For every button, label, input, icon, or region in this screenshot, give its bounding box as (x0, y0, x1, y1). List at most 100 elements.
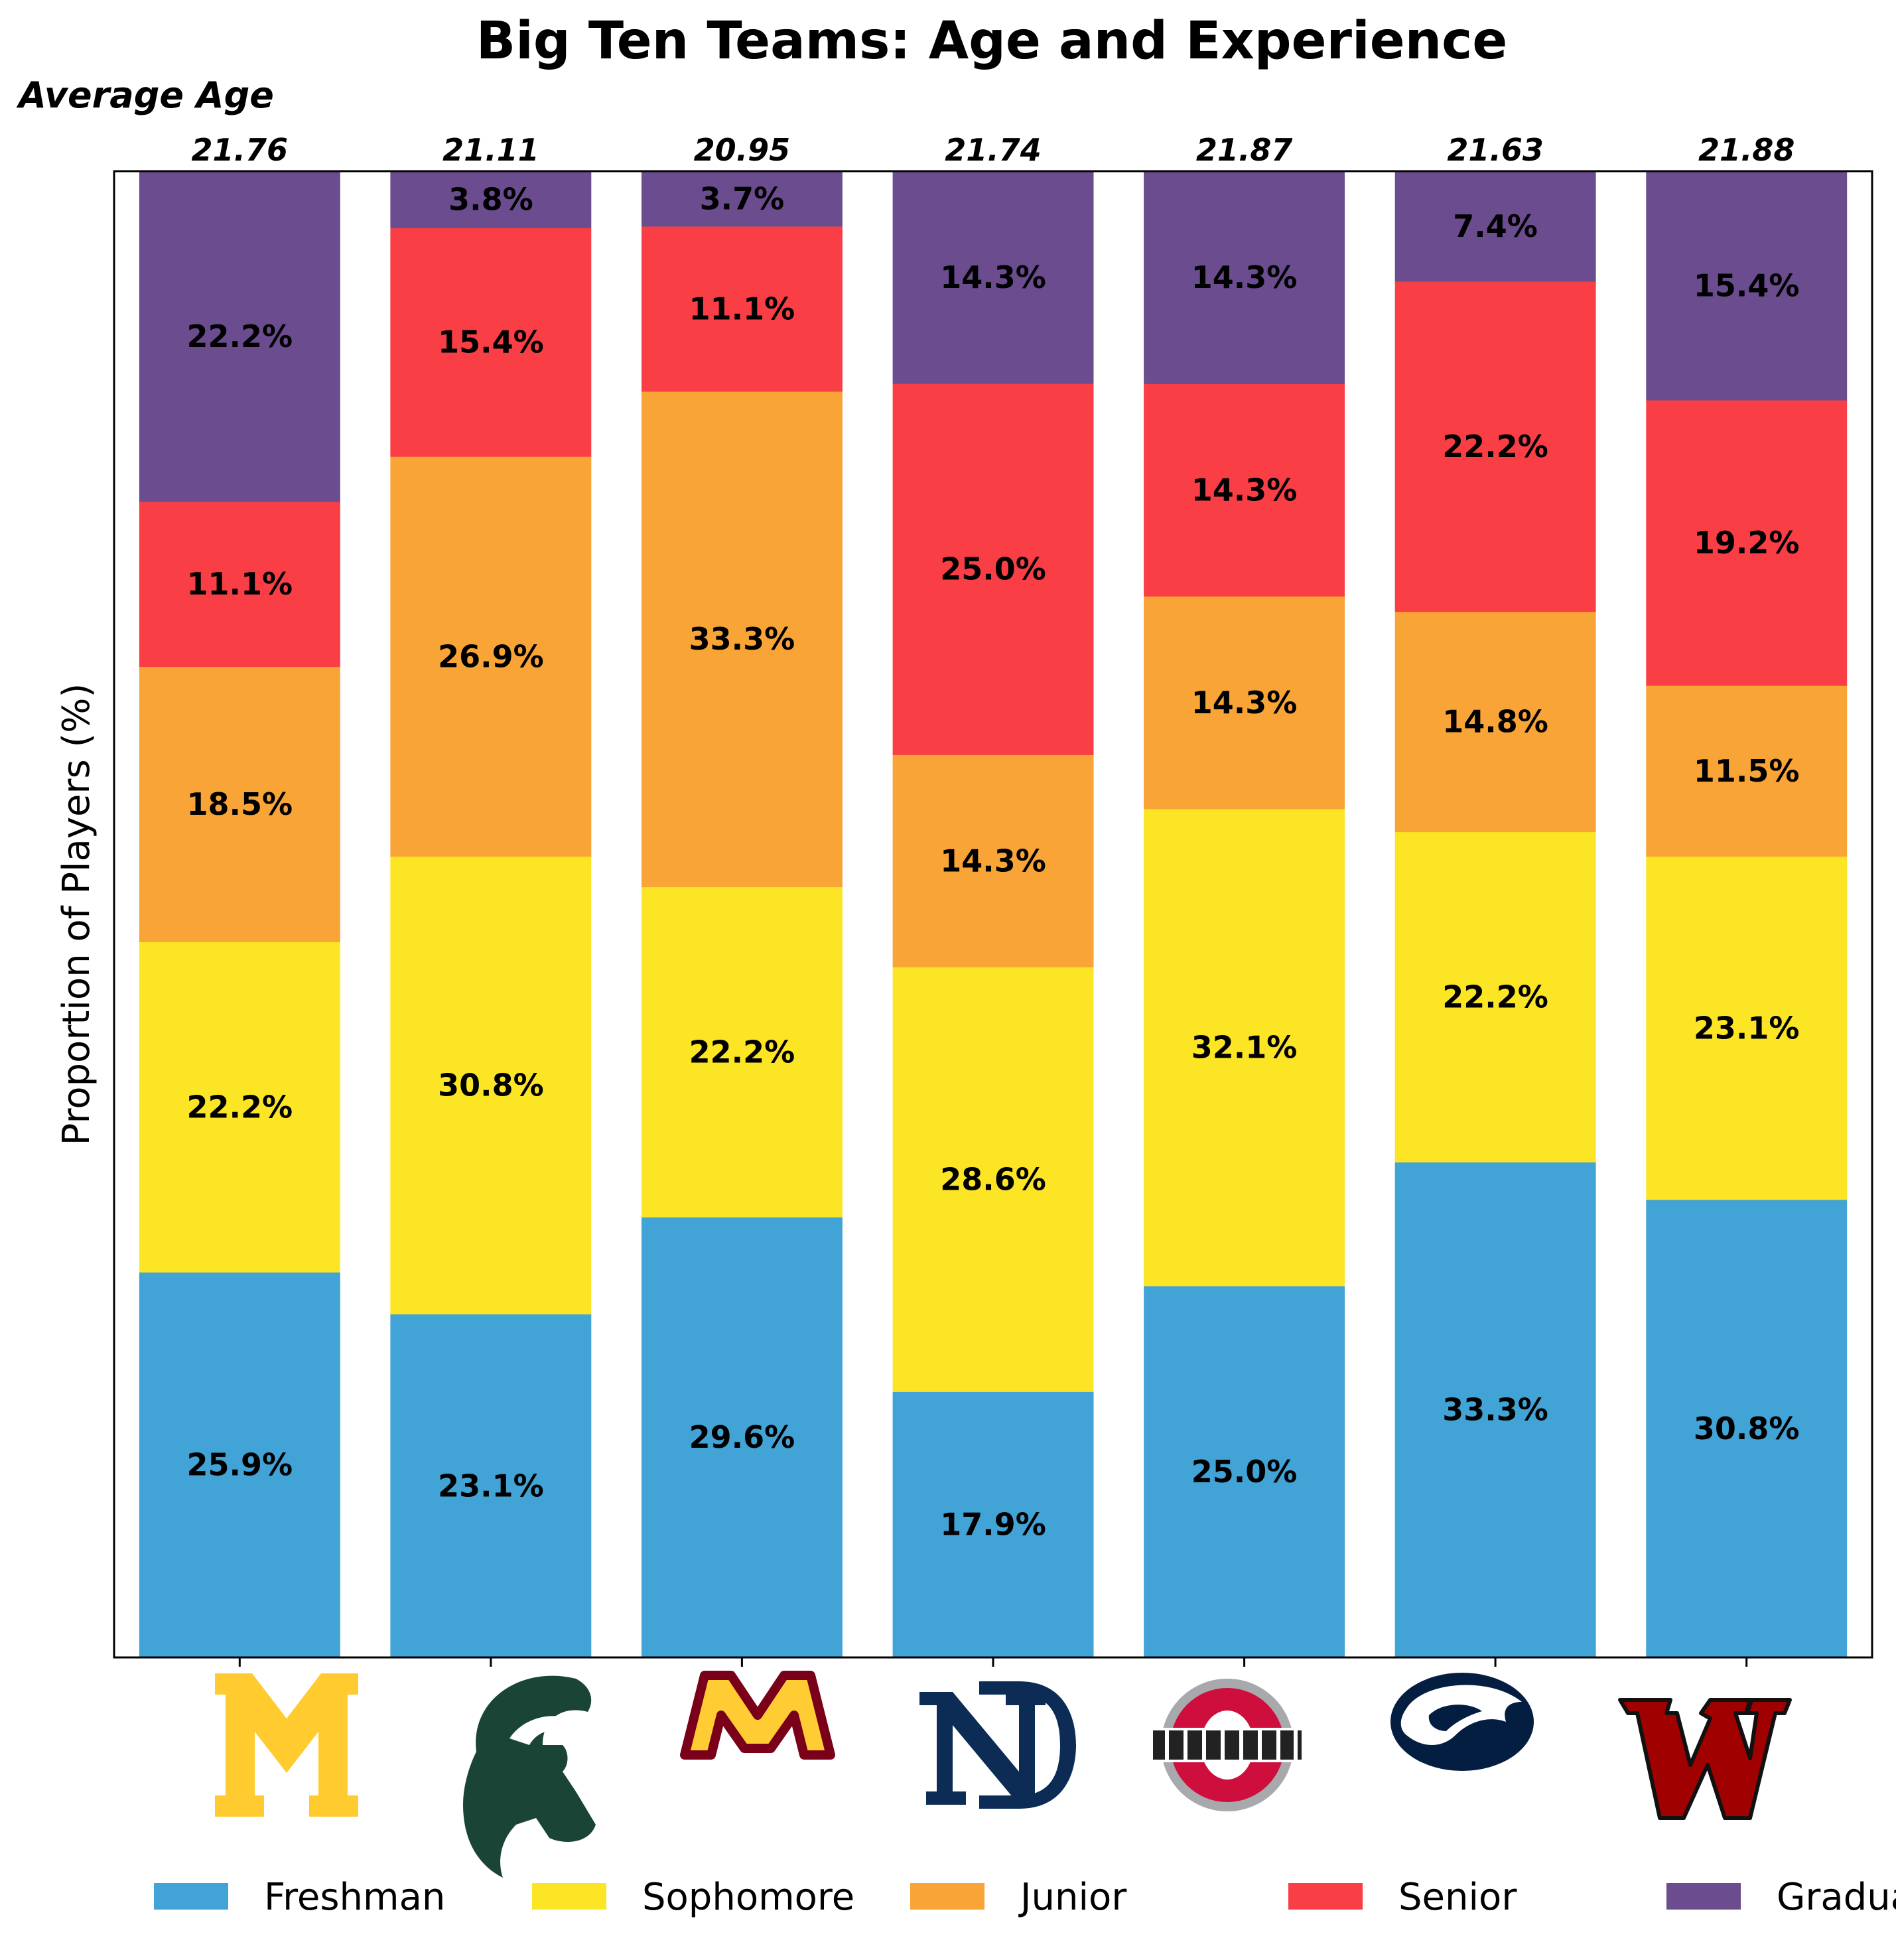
data-label-sophomore-7: 23.1% (1694, 1010, 1800, 1046)
data-label-junior-7: 11.5% (1694, 753, 1800, 789)
bar-segment-sophomore-2 (390, 856, 592, 1314)
bar-segment-sophomore-4 (892, 967, 1094, 1392)
average-age-value-1: 21.76 (192, 132, 289, 168)
michigan-state-logo (463, 1675, 596, 1878)
bar-segment-freshman-4 (892, 1391, 1094, 1658)
minnesota-logo (680, 1671, 835, 1760)
data-label-senior-1: 11.1% (187, 566, 293, 602)
x-ticks-layer (238, 1657, 1748, 1667)
data-label-senior-2: 15.4% (438, 324, 544, 360)
ohio-state-logo (1148, 1679, 1307, 1811)
bar-segment-senior-6 (1394, 281, 1596, 612)
data-label-graduate-1: 22.2% (187, 318, 293, 354)
penn-state-logo (1390, 1673, 1534, 1771)
chart-title: Big Ten Teams: Age and Experience (476, 11, 1508, 71)
data-label-graduate-7: 15.4% (1694, 268, 1800, 304)
nittany-lion-face (1428, 1705, 1482, 1731)
legend-label-graduate: Graduate (1777, 1876, 1896, 1919)
spartan-helmet (463, 1675, 596, 1878)
legend-swatch-junior (910, 1883, 984, 1910)
legend: Freshman Sophomore Junior Senior Graduate (154, 1876, 1896, 1919)
bar-segment-graduate-7 (1646, 171, 1848, 401)
data-label-sophomore-2: 30.8% (438, 1068, 544, 1103)
spartan-helmet-visor (509, 1716, 569, 1745)
bar-segment-freshman-3 (642, 1217, 843, 1658)
average-age-value-4: 21.74 (945, 132, 1042, 168)
data-label-graduate-5: 14.3% (1191, 259, 1298, 295)
bar-segment-senior-2 (390, 228, 592, 457)
bar-segment-graduate-3 (642, 171, 843, 227)
bar-segment-senior-3 (642, 226, 843, 392)
data-label-sophomore-4: 28.6% (940, 1161, 1046, 1197)
average-age-header: Average Age (16, 74, 274, 116)
data-label-freshman-3: 29.6% (689, 1419, 795, 1455)
data-label-sophomore-3: 22.2% (689, 1034, 795, 1070)
average-age-value-7: 21.88 (1698, 132, 1795, 168)
bar-segment-graduate-2 (390, 171, 592, 228)
bar-segment-junior-2 (390, 456, 592, 857)
average-age-value-3: 20.95 (694, 132, 791, 168)
data-label-senior-6: 22.2% (1442, 429, 1548, 464)
bar-segment-junior-7 (1646, 685, 1848, 857)
legend-swatch-freshman (154, 1883, 228, 1910)
data-label-sophomore-1: 22.2% (187, 1089, 293, 1125)
data-label-senior-4: 25.0% (940, 551, 1046, 587)
legend-swatch-graduate (1666, 1883, 1741, 1910)
bar-segment-senior-4 (892, 384, 1094, 755)
wisconsin-motion-w (1618, 1698, 1792, 1820)
bar-segment-sophomore-7 (1646, 856, 1848, 1200)
average-age-layer: 21.76 21.11 20.95 21.74 21.87 21.63 21.88 (192, 132, 1795, 168)
bar-segment-graduate-1 (139, 171, 340, 502)
legend-swatch-senior (1288, 1883, 1363, 1910)
wisconsin-logo (1618, 1698, 1792, 1820)
legend-swatch-sophomore (532, 1883, 606, 1910)
data-label-senior-7: 19.2% (1694, 525, 1800, 561)
data-label-graduate-4: 14.3% (940, 259, 1046, 295)
data-label-freshman-7: 30.8% (1694, 1411, 1800, 1446)
bar-segment-junior-1 (139, 666, 340, 942)
bar-segment-sophomore-6 (1394, 831, 1596, 1162)
legend-label-junior: Junior (1018, 1876, 1127, 1919)
nd-monogram-d (979, 1681, 1076, 1809)
bar-segment-junior-6 (1394, 611, 1596, 833)
data-label-freshman-4: 17.9% (940, 1507, 1046, 1543)
average-age-value-6: 21.63 (1447, 132, 1544, 168)
bar-segment-junior-4 (892, 754, 1094, 967)
legend-label-sophomore: Sophomore (642, 1876, 854, 1919)
data-label-senior-3: 11.1% (689, 291, 795, 326)
data-label-graduate-2: 3.8% (448, 182, 533, 218)
bar-segment-graduate-6 (1394, 171, 1596, 282)
bar-segment-sophomore-1 (139, 942, 340, 1273)
legend-label-senior: Senior (1398, 1876, 1517, 1919)
average-age-value-2: 21.11 (442, 132, 539, 168)
nd-monogram-n (919, 1692, 1046, 1805)
bar-segment-junior-3 (642, 391, 843, 888)
ohio-state-wordmark-stripes (1165, 1730, 1298, 1760)
bar-segment-graduate-5 (1144, 171, 1345, 384)
bar-segment-graduate-4 (892, 171, 1094, 384)
data-label-freshman-2: 23.1% (438, 1468, 544, 1504)
bar-segment-freshman-2 (390, 1314, 592, 1658)
bar-segment-freshman-1 (139, 1272, 340, 1658)
michigan-block-m (215, 1673, 358, 1817)
bar-segment-senior-1 (139, 501, 340, 667)
bar-segment-senior-5 (1144, 384, 1345, 597)
data-label-senior-5: 14.3% (1191, 472, 1298, 508)
data-label-freshman-1: 25.9% (187, 1447, 293, 1483)
data-label-junior-2: 26.9% (438, 638, 544, 674)
michigan-logo (215, 1673, 358, 1817)
data-label-freshman-5: 25.0% (1191, 1454, 1298, 1490)
bars-layer: 25.9% 22.2% 18.5% 11.1% 22.2% 23.1% 30.8% 26.9%… (139, 171, 1848, 1658)
bar-segment-freshman-7 (1646, 1200, 1848, 1658)
data-label-junior-5: 14.3% (1191, 685, 1298, 721)
data-label-junior-6: 14.8% (1442, 704, 1548, 740)
bar-segment-freshman-6 (1394, 1162, 1596, 1658)
data-label-freshman-6: 33.3% (1442, 1392, 1548, 1428)
bar-segment-sophomore-5 (1144, 809, 1345, 1287)
data-label-sophomore-5: 32.1% (1191, 1030, 1298, 1066)
legend-label-freshman: Freshman (264, 1876, 445, 1919)
data-label-graduate-3: 3.7% (700, 181, 785, 217)
bar-segment-senior-7 (1646, 400, 1848, 686)
